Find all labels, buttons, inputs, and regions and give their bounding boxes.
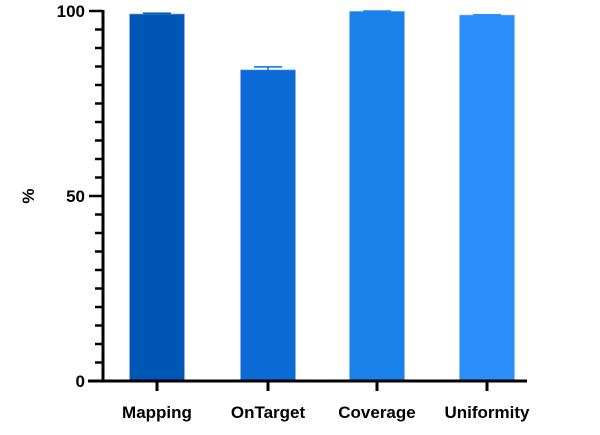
bars (129, 10, 515, 382)
x-tick-label-mapping: Mapping (122, 403, 192, 422)
x-tick-label-ontarget: OnTarget (231, 403, 306, 422)
y-tick-label-50: 50 (66, 187, 85, 206)
axes: Mapping OnTarget Coverage Uniformity 0 50 100 (57, 2, 530, 422)
y-tick-label-0: 0 (76, 372, 85, 391)
y-tick-label-100: 100 (57, 2, 85, 21)
bar-uniformity (459, 14, 515, 382)
bar-coverage (349, 11, 405, 382)
y-axis-label: % (19, 188, 38, 203)
x-tick-label-uniformity: Uniformity (445, 403, 531, 422)
x-tick-label-coverage: Coverage (338, 403, 415, 422)
bar-ontarget (240, 69, 296, 382)
bar-mapping (129, 13, 185, 382)
